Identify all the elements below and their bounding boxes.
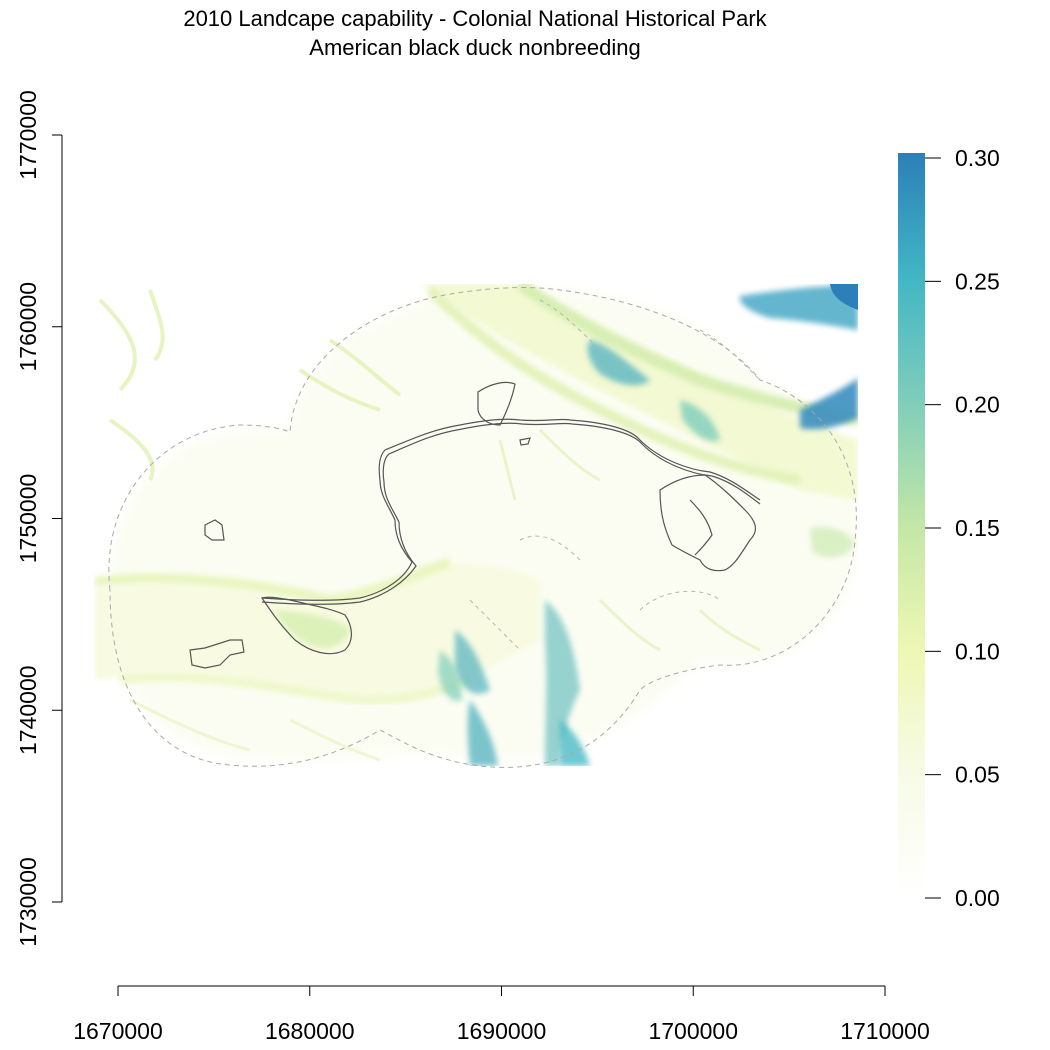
marsh-south-2 [545, 600, 580, 766]
tributaries-nw [98, 289, 402, 481]
y-tick-label: 1750000 [15, 474, 41, 564]
chart-title: 2010 Landcape capability - Colonial Nati… [183, 6, 767, 31]
marsh-northeast-2 [830, 284, 858, 310]
marsh-york-south [587, 340, 650, 386]
river-york [420, 284, 858, 500]
marsh-south-4 [438, 650, 462, 701]
x-tick-label: 1710000 [840, 1018, 930, 1044]
legend-tick-label: 0.05 [955, 762, 1000, 788]
tributaries-sw [129, 698, 381, 762]
buffer-boundary [108, 287, 857, 768]
marsh-east [800, 378, 858, 430]
river-james-edge [94, 557, 452, 606]
legend-tick-label: 0.30 [955, 145, 1000, 171]
marsh-jamestown [275, 610, 350, 648]
capability-raster [94, 284, 858, 766]
marsh-northeast [739, 285, 858, 330]
river-york-edge-s [426, 286, 801, 485]
yorktown-marker [519, 437, 531, 446]
small-parcel [204, 519, 225, 541]
legend-tick-label: 0.10 [955, 638, 1000, 664]
marsh-east-green [810, 527, 855, 558]
x-tick-label: 1670000 [73, 1018, 163, 1044]
legend-tick-label: 0.20 [955, 392, 1000, 418]
y-tick-label: 1740000 [15, 665, 41, 755]
y-tick-label: 1730000 [15, 857, 41, 947]
legend: 0.00 0.05 0.10 0.15 0.20 0.25 0.30 [898, 145, 1000, 911]
buffer-inner-lines [469, 299, 761, 651]
jamestown-island [261, 596, 352, 655]
legend-tick-label: 0.00 [955, 885, 1000, 911]
park-boundary [189, 381, 761, 669]
marsh-york-south-2 [680, 400, 720, 441]
marsh-south-center [455, 630, 490, 694]
parkway-inner [261, 422, 761, 605]
y-tick-label: 1760000 [15, 282, 41, 372]
tributaries-central [498, 428, 761, 652]
legend-tick-label: 0.25 [955, 268, 1000, 294]
marsh-south-3 [560, 720, 590, 766]
green-spring [189, 639, 245, 669]
x-tick-label: 1680000 [265, 1018, 355, 1044]
x-axis: 1670000 1680000 1690000 1700000 1710000 [73, 985, 930, 1044]
y-axis: 1730000 1740000 1750000 1760000 1770000 [15, 90, 63, 947]
yorktown-battlefield-inner [689, 499, 713, 556]
y-tick-label: 1770000 [15, 90, 41, 180]
parkway [261, 418, 761, 601]
x-tick-label: 1690000 [457, 1018, 547, 1044]
legend-tick-label: 0.15 [955, 515, 1000, 541]
x-tick-label: 1700000 [648, 1018, 738, 1044]
yorktown-upper [477, 381, 516, 426]
river-james-south [119, 673, 472, 705]
marsh-south-1 [467, 700, 498, 766]
chart-subtitle: American black duck nonbreeding [309, 35, 640, 60]
legend-colorbar [898, 153, 925, 898]
yorktown-battlefield [659, 474, 757, 572]
